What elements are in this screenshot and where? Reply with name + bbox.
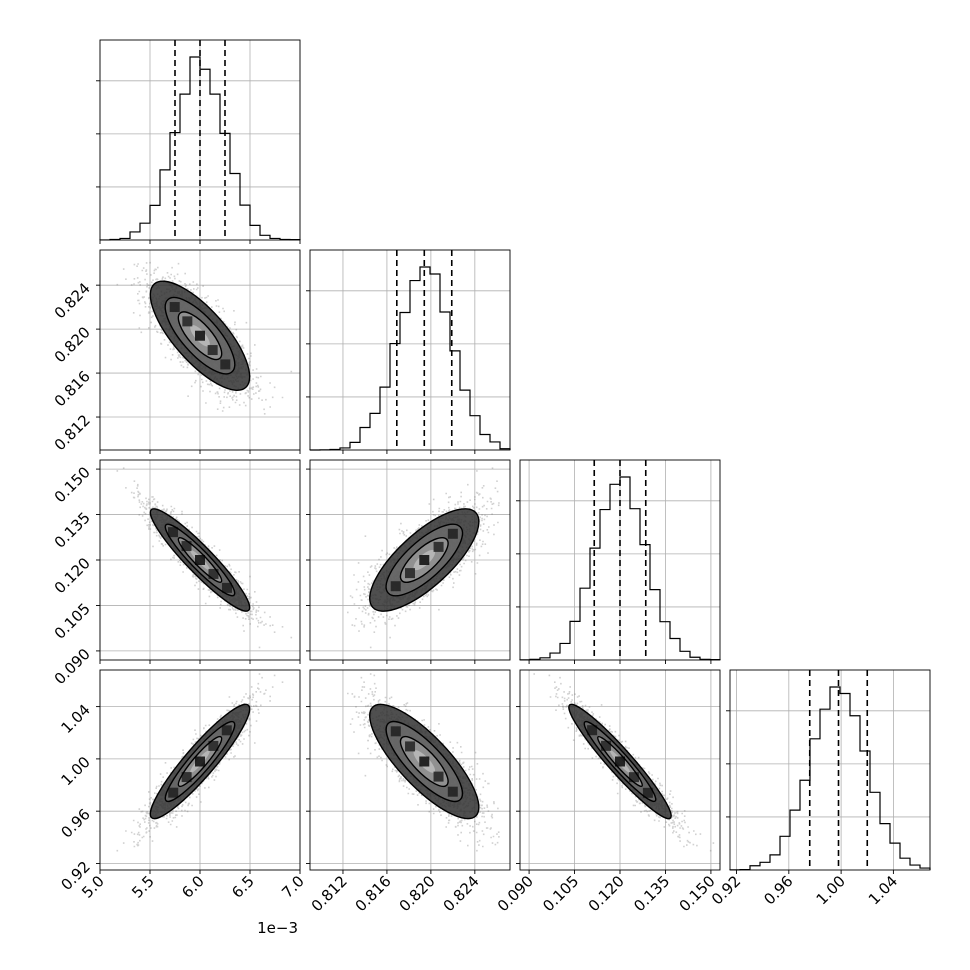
contour-line [597, 735, 643, 788]
ytick-label: 0.105 [51, 600, 94, 643]
grid-lines [99, 40, 930, 870]
ytick-label: 0.824 [51, 279, 94, 322]
contour-line [399, 537, 449, 583]
density-block [447, 786, 458, 797]
xtick-label: 0.135 [630, 872, 673, 915]
density-block [433, 771, 444, 782]
density-block [168, 787, 179, 798]
density-block [405, 741, 416, 752]
offset-label: 1e−3 [257, 919, 298, 937]
ytick-label: 1.04 [57, 701, 93, 737]
axes-frame-3-3 [729, 669, 931, 871]
density-block [221, 582, 232, 593]
panel-2-1 [347, 467, 500, 649]
xtick-label: 0.820 [396, 872, 439, 915]
axis-ticks [96, 80, 894, 874]
contour-line [385, 720, 464, 803]
contour-line [399, 735, 449, 788]
xtick-label: 0.824 [440, 872, 483, 915]
histogram-3 [729, 686, 931, 871]
density-block [405, 568, 416, 579]
contour-line [177, 537, 223, 583]
panel-2-0 [116, 467, 293, 649]
axes-frame-1-1 [309, 249, 511, 451]
histogram-1 [309, 266, 511, 451]
density-block [168, 527, 179, 538]
density-block [208, 740, 219, 751]
contour-line [149, 508, 251, 612]
density-block [221, 725, 232, 736]
xtick-label: 1.04 [865, 872, 901, 908]
xtick-label: 1.00 [813, 872, 849, 908]
xtick-label: 0.96 [760, 872, 796, 908]
density-block [181, 772, 192, 783]
panel-3-2 [533, 673, 715, 852]
xtick-label: 0.105 [539, 872, 582, 915]
xtick-label: 6.0 [178, 872, 208, 902]
density-block [615, 756, 625, 767]
ytick-label: 0.812 [51, 411, 94, 454]
tick-labels: 5.0 5.5 6.0 6.5 7.0 0.812 0.816 0.820 0.824 0.090… [51, 279, 901, 937]
panel-3-1 [347, 673, 500, 852]
density-block [169, 302, 180, 313]
contour-line [369, 508, 480, 612]
density-block [182, 316, 193, 327]
ytick-label: 0.135 [51, 509, 94, 552]
density-block [181, 541, 192, 552]
ytick-label: 1.00 [57, 753, 93, 789]
density-block [601, 740, 612, 751]
density-block [587, 725, 598, 736]
density-block [642, 787, 653, 798]
xtick-label: 5.5 [128, 872, 158, 902]
contour-line [149, 280, 251, 391]
ytick-label: 0.120 [51, 554, 94, 597]
xtick-label: 0.812 [308, 872, 351, 915]
ytick-label: 0.816 [51, 367, 94, 410]
density-block [195, 330, 205, 341]
plot-data [99, 40, 931, 871]
density-block [208, 568, 219, 579]
density-block [220, 359, 231, 370]
contour-line [164, 296, 236, 375]
axes-frame-3-1 [309, 669, 511, 871]
contour-line [583, 720, 657, 803]
ytick-label: 0.150 [51, 463, 94, 506]
contour-line [177, 311, 223, 361]
ytick-label: 0.090 [51, 645, 94, 688]
density-block [195, 756, 205, 767]
density-block [390, 726, 401, 737]
xtick-label: 0.816 [352, 872, 395, 915]
contour-line [149, 703, 251, 820]
xtick-label: 7.0 [278, 872, 308, 902]
xtick-label: 0.120 [585, 872, 628, 915]
contour-line [177, 735, 223, 788]
contour-line [369, 703, 480, 820]
density-block [390, 581, 401, 592]
density-block [419, 756, 430, 767]
contour-line [568, 703, 672, 820]
contour-line [385, 523, 464, 597]
panel-1-0 [116, 261, 293, 415]
density-block [447, 528, 458, 539]
panel-3-0 [116, 673, 284, 852]
xtick-label: 0.090 [494, 872, 537, 915]
density-block [195, 555, 205, 565]
contour-line [164, 523, 236, 597]
ytick-label: 0.820 [51, 323, 94, 366]
density-block [207, 345, 218, 356]
density-block [628, 772, 639, 783]
ytick-label: 0.96 [57, 805, 93, 841]
xtick-label: 6.5 [228, 872, 258, 902]
density-block [433, 541, 444, 552]
density-block [419, 555, 430, 565]
contour-line [164, 720, 236, 803]
xtick-label: 0.92 [708, 872, 744, 908]
